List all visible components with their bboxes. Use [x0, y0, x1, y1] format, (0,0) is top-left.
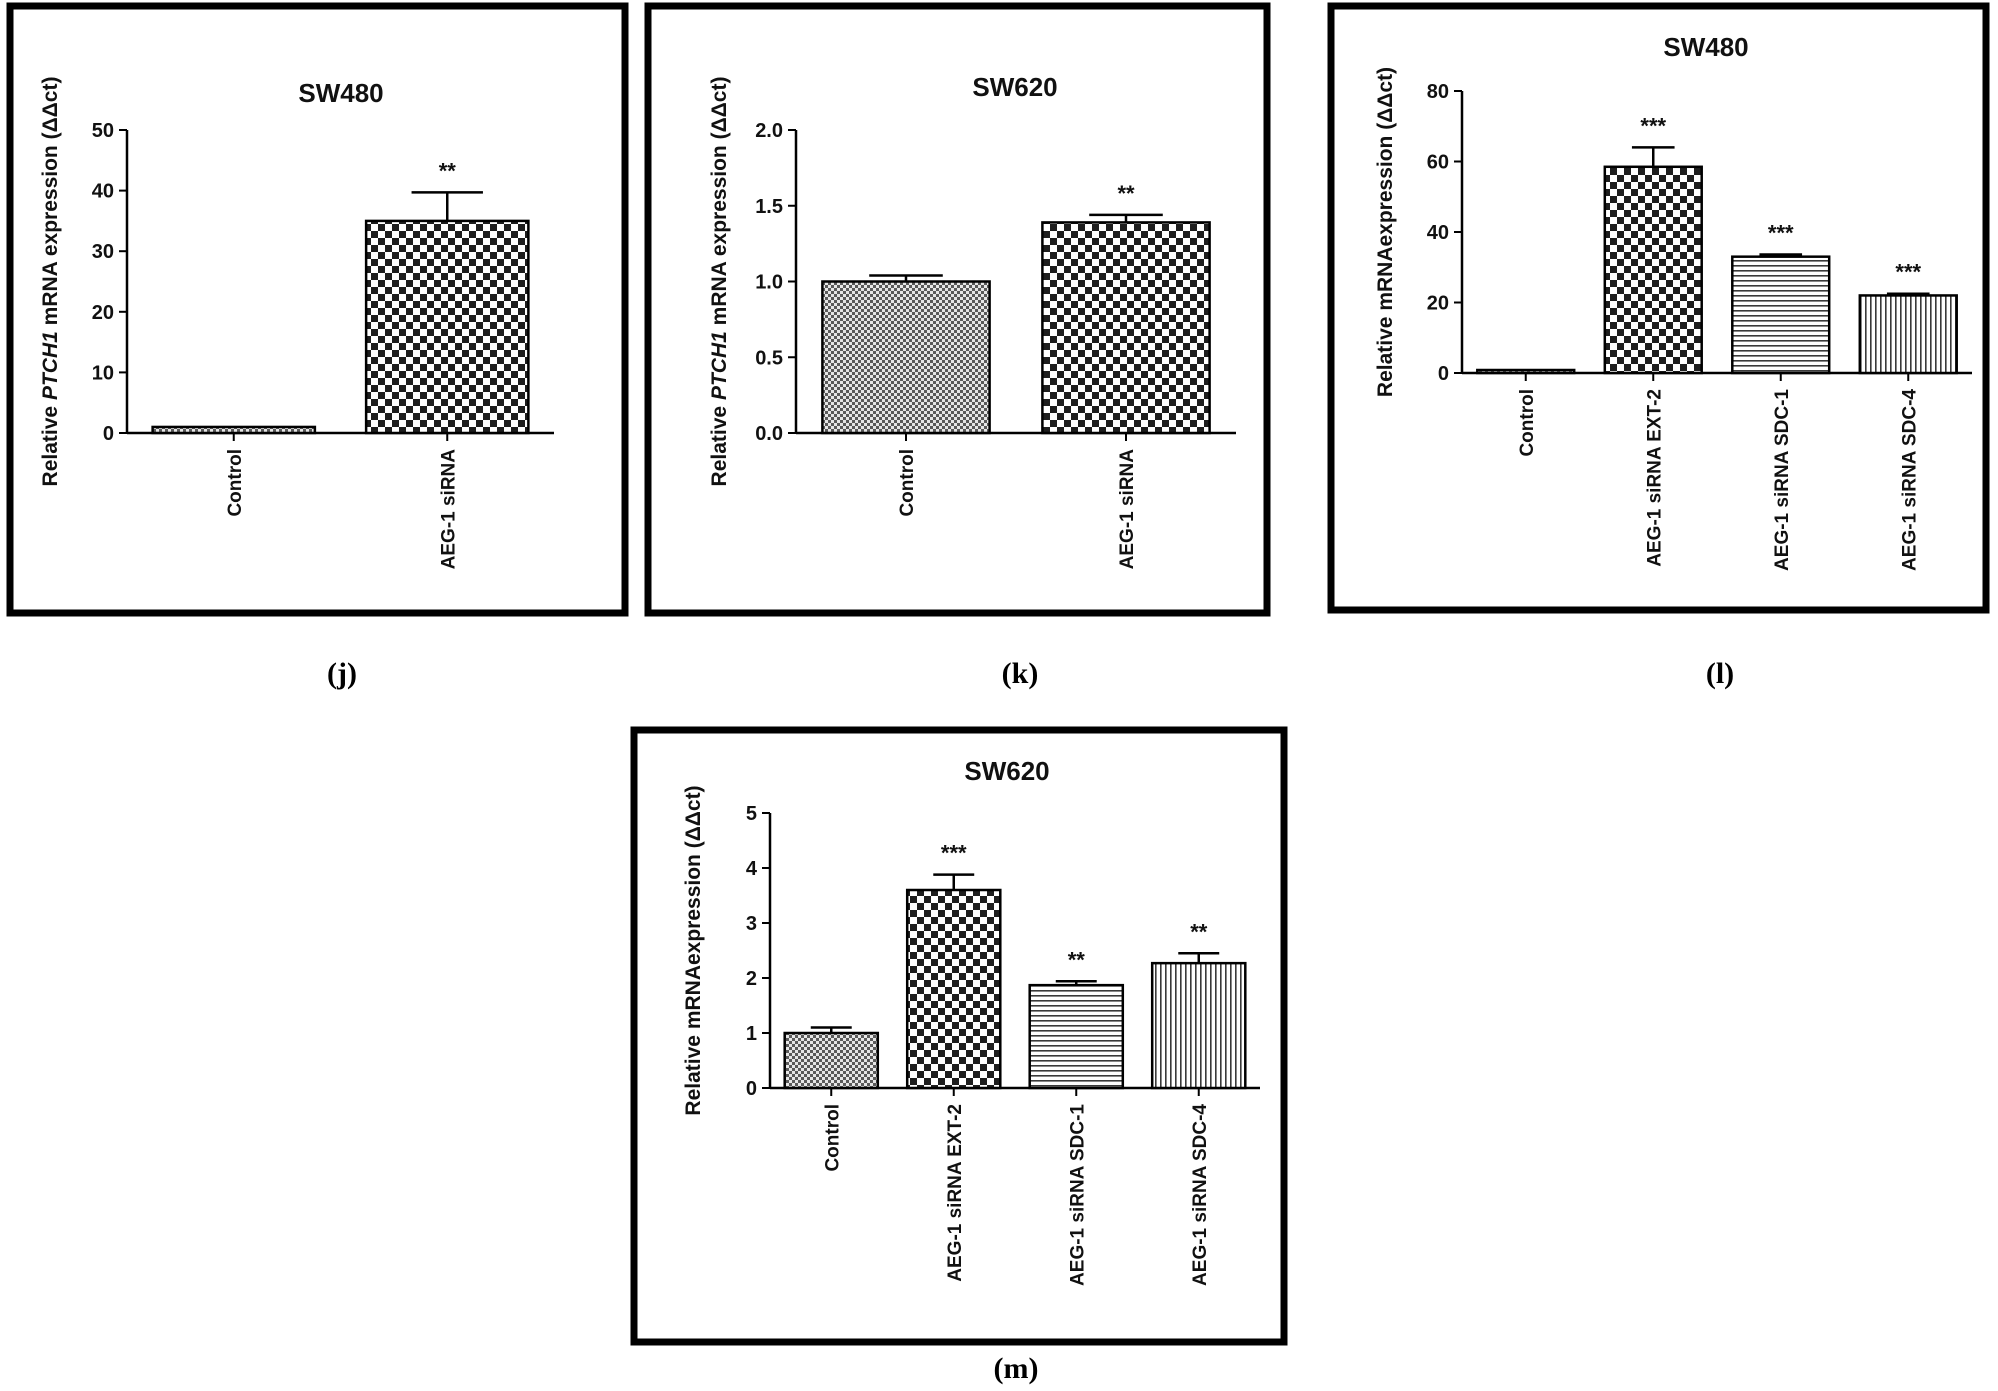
panel-m-ytick-label: 4	[746, 858, 758, 880]
panel-l-ytick-label: 40	[1427, 222, 1449, 244]
panel-j-ytick-label: 50	[92, 120, 114, 142]
panel-m-bar-2	[1028, 983, 1125, 1090]
panel-l-title: SW480	[1663, 32, 1748, 62]
panel-j-bar-0	[151, 425, 317, 435]
panel-k: SW620 (k) 0.0 0.5 1.0 1.5 2.0 Relative PTCH1 …	[644, 2, 1271, 690]
panel-m-significance-1: ***	[941, 841, 967, 866]
panel-j-bar-1	[364, 219, 530, 435]
panel-l-y-axis-label: Relative mRNAexpression (ΔΔct)	[1374, 67, 1397, 397]
panel-j-category-label-0: Control	[225, 449, 246, 517]
panel-k-caption: (k)	[1002, 657, 1039, 690]
panel-m-ytick-label: 1	[746, 1023, 757, 1045]
panel-l-ytick-label: 60	[1427, 152, 1449, 174]
panel-m-ytick-label: 5	[746, 803, 757, 825]
panel-k-ytick-label: 2.0	[755, 120, 783, 142]
panel-l: SW480 (l) 0 20 40 60 80 Relative mRNAexpressi…	[1327, 2, 1990, 690]
panel-m-bar-0	[783, 1031, 880, 1090]
panel-m: SW620 (m) 0 1 2 3 4 5 Relative mRNAexpression …	[630, 726, 1288, 1385]
panel-k-ytick-label: 1.0	[755, 272, 783, 294]
panel-j-caption: (j)	[327, 657, 357, 690]
panel-l-caption: (l)	[1706, 657, 1734, 690]
panel-j-category-label-1: AEG-1 siRNA	[438, 449, 459, 570]
panel-j-ytick-label: 30	[92, 241, 114, 263]
panel-k-significance-1: **	[1117, 181, 1135, 206]
panel-m-bar-1	[905, 888, 1002, 1090]
panel-l-significance-1: ***	[1640, 113, 1666, 138]
panel-l-bar-1	[1603, 165, 1703, 375]
panel-l-bar-0	[1476, 368, 1576, 375]
panel-j: SW480 (j) 0 10 20 30 40 50 Relative PTCH1 mRNA…	[6, 2, 629, 690]
panel-j-title: SW480	[298, 78, 383, 108]
panel-l-bar-2	[1731, 255, 1831, 375]
panel-m-caption: (m)	[994, 1352, 1039, 1385]
panel-l-category-label-3: AEG-1 siRNA SDC-4	[1899, 389, 1920, 571]
panel-m-significance-2: **	[1068, 947, 1086, 972]
panel-l-ytick-label: 20	[1427, 293, 1449, 315]
panel-k-ytick-label: 0.5	[755, 347, 783, 369]
panel-l-ytick-label: 80	[1427, 81, 1449, 103]
panel-m-category-label-2: AEG-1 siRNA SDC-1	[1067, 1104, 1088, 1286]
panel-m-ytick-label: 2	[746, 968, 757, 990]
panel-j-ytick-label: 0	[103, 423, 114, 445]
panel-m-category-label-3: AEG-1 siRNA SDC-4	[1190, 1104, 1211, 1286]
panel-j-ytick-label: 20	[92, 302, 114, 324]
panel-l-significance-3: ***	[1895, 260, 1921, 285]
panel-l-bar-3	[1858, 294, 1958, 375]
panel-m-bar-3	[1150, 961, 1247, 1090]
panel-l-category-label-1: AEG-1 siRNA EXT-2	[1644, 389, 1665, 567]
panel-m-title: SW620	[964, 756, 1049, 786]
panel-j-y-axis-label: Relative PTCH1 mRNA expression (ΔΔct)	[39, 77, 62, 487]
panel-k-bar-0	[821, 280, 991, 435]
panel-l-significance-2: ***	[1768, 221, 1794, 246]
panel-l-ytick-label: 0	[1438, 363, 1449, 385]
panel-m-y-axis-label: Relative mRNAexpression (ΔΔct)	[682, 785, 705, 1115]
panel-j-significance-1: **	[439, 158, 457, 183]
panel-k-category-label-0: Control	[897, 449, 918, 517]
panel-k-bar-1	[1041, 221, 1211, 435]
panel-l-category-label-2: AEG-1 siRNA SDC-1	[1772, 389, 1793, 571]
panel-k-ytick-label: 0.0	[755, 423, 783, 445]
panel-m-significance-3: **	[1190, 919, 1208, 944]
panel-m-ytick-label: 3	[746, 913, 757, 935]
panel-k-ytick-label: 1.5	[755, 196, 783, 218]
panel-j-ytick-label: 10	[92, 362, 114, 384]
panel-m-category-label-0: Control	[822, 1104, 843, 1172]
panel-j-ytick-label: 40	[92, 181, 114, 203]
panel-l-category-label-0: Control	[1517, 389, 1538, 457]
panel-k-category-label-1: AEG-1 siRNA	[1117, 449, 1138, 570]
panel-k-y-axis-label: Relative PTCH1 mRNA expression (ΔΔct)	[708, 77, 731, 487]
panel-m-category-label-1: AEG-1 siRNA EXT-2	[945, 1104, 966, 1282]
panel-k-title: SW620	[972, 72, 1057, 102]
panel-m-ytick-label: 0	[746, 1078, 757, 1100]
